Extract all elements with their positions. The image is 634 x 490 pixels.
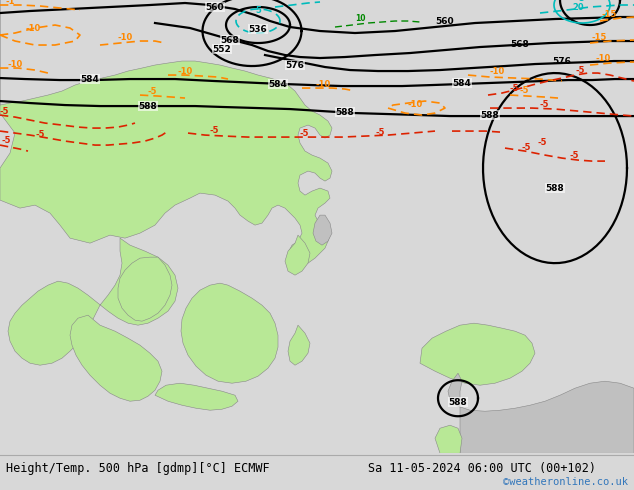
Text: -10: -10 xyxy=(25,24,40,33)
Text: 568: 568 xyxy=(221,35,240,45)
Text: -5: -5 xyxy=(300,129,309,138)
Polygon shape xyxy=(0,0,332,265)
Polygon shape xyxy=(8,238,178,365)
Text: 568: 568 xyxy=(510,40,529,49)
Text: -5: -5 xyxy=(35,130,44,139)
Text: -15: -15 xyxy=(602,10,618,19)
Text: 560: 560 xyxy=(205,2,224,11)
Text: 20: 20 xyxy=(572,3,584,12)
Text: 560: 560 xyxy=(436,17,455,25)
Text: 576: 576 xyxy=(285,61,304,70)
Polygon shape xyxy=(181,283,278,383)
Text: Height/Temp. 500 hPa [gdmp][°C] ECMWF: Height/Temp. 500 hPa [gdmp][°C] ECMWF xyxy=(6,462,270,475)
Text: 588: 588 xyxy=(449,398,467,407)
Text: -5: -5 xyxy=(2,136,11,145)
Text: 536: 536 xyxy=(249,24,268,33)
Text: 5: 5 xyxy=(255,6,261,15)
Text: -5: -5 xyxy=(520,86,529,95)
Text: -10: -10 xyxy=(8,60,23,69)
Text: 588: 588 xyxy=(139,101,157,111)
Polygon shape xyxy=(155,383,238,410)
Text: -10: -10 xyxy=(178,67,193,76)
Text: 584: 584 xyxy=(81,74,100,83)
Text: -5: -5 xyxy=(570,151,579,160)
Text: -5: -5 xyxy=(522,143,531,152)
Text: -10: -10 xyxy=(315,80,330,89)
Text: 588: 588 xyxy=(335,108,354,117)
Polygon shape xyxy=(70,315,162,401)
Text: 552: 552 xyxy=(212,45,231,53)
Polygon shape xyxy=(313,215,332,245)
Text: 5: 5 xyxy=(578,0,584,3)
Text: -5: -5 xyxy=(0,107,10,116)
Text: -5: -5 xyxy=(540,100,550,109)
Text: 588: 588 xyxy=(546,184,564,193)
Text: ©weatheronline.co.uk: ©weatheronline.co.uk xyxy=(503,477,628,487)
Text: -5: -5 xyxy=(510,84,519,93)
Text: -5: -5 xyxy=(575,66,585,75)
Text: 588: 588 xyxy=(481,111,500,120)
Polygon shape xyxy=(285,235,310,275)
Text: 10: 10 xyxy=(355,14,365,23)
Text: -10: -10 xyxy=(118,33,133,42)
Polygon shape xyxy=(435,425,462,453)
Text: -10: -10 xyxy=(408,100,424,109)
Text: -10: -10 xyxy=(595,54,611,63)
Text: -5: -5 xyxy=(148,87,157,96)
Polygon shape xyxy=(118,257,172,321)
Text: -15: -15 xyxy=(592,33,607,42)
Text: -10: -10 xyxy=(490,67,505,76)
Text: -5: -5 xyxy=(538,138,548,147)
Polygon shape xyxy=(420,323,535,385)
Polygon shape xyxy=(448,373,634,453)
Text: -5: -5 xyxy=(375,128,384,137)
Polygon shape xyxy=(288,325,310,365)
Text: Sa 11-05-2024 06:00 UTC (00+102): Sa 11-05-2024 06:00 UTC (00+102) xyxy=(368,462,596,475)
Text: -5: -5 xyxy=(210,126,219,135)
Text: 584: 584 xyxy=(269,79,287,89)
Text: 584: 584 xyxy=(453,78,472,88)
Text: -1: -1 xyxy=(5,0,15,6)
Text: 576: 576 xyxy=(553,56,571,66)
